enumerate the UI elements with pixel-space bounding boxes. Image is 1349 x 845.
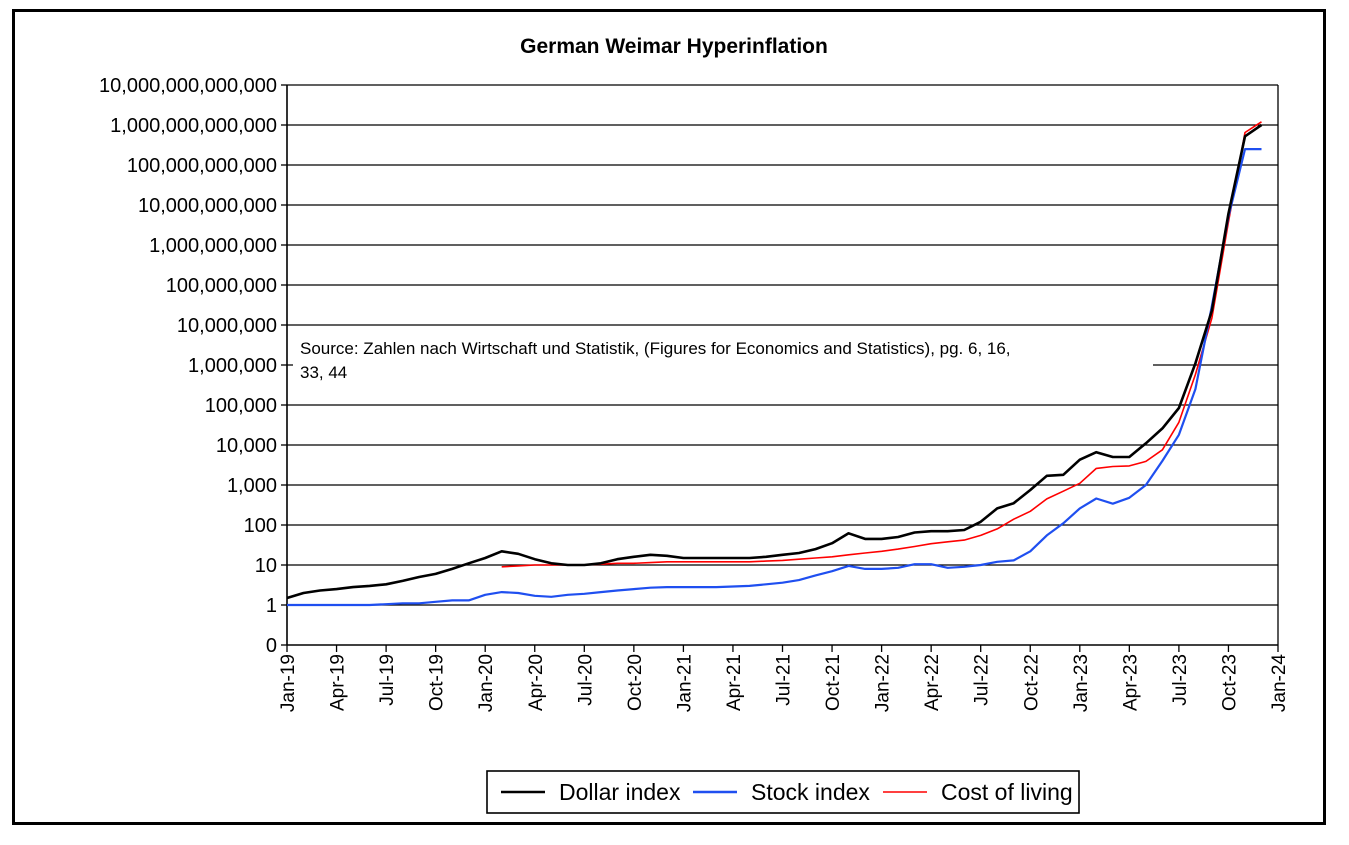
y-tick-label: 1,000,000,000 <box>149 235 277 257</box>
y-tick-label: 1,000 <box>227 475 277 497</box>
x-tick-label: Jul-23 <box>1170 654 1191 706</box>
y-tick-label: 100,000,000 <box>166 275 277 297</box>
legend-label-stock-index: Stock index <box>751 779 870 805</box>
x-tick-label: Oct-19 <box>427 654 448 711</box>
annotation-background <box>293 334 1153 388</box>
x-tick-label: Jan-24 <box>1269 654 1290 713</box>
legend-label-cost-of-living: Cost of living <box>941 779 1073 805</box>
chart-title: German Weimar Hyperinflation <box>520 35 828 58</box>
axes <box>281 84 1279 652</box>
x-tick-label: Oct-20 <box>625 654 646 711</box>
source-annotation: Source: Zahlen nach Wirtschaft und Stati… <box>293 334 1153 388</box>
x-tick-label: Oct-23 <box>1219 654 1240 711</box>
y-tick-label: 1,000,000,000,000 <box>110 115 277 137</box>
gridlines <box>287 84 1278 606</box>
y-tick-label: 10,000,000,000 <box>138 195 277 217</box>
x-tick-label: Oct-21 <box>823 654 844 711</box>
x-tick-label: Jul-19 <box>377 654 398 706</box>
y-tick-label: 100,000,000,000 <box>127 155 277 177</box>
series-line-cost-of-living <box>501 121 1262 568</box>
series-line-dollar-index <box>286 123 1263 600</box>
x-tick-label: Apr-19 <box>328 654 349 711</box>
y-tick-label: 10 <box>255 555 277 577</box>
y-tick-label: 10,000,000,000,000 <box>99 75 277 97</box>
y-tick-label: 100 <box>244 515 277 537</box>
series-lines <box>286 121 1263 607</box>
x-tick-label: Jan-22 <box>873 654 894 712</box>
chart-frame: German Weimar Hyperinflation 0 1 10 100 1,00… <box>12 9 1326 825</box>
x-tick-label: Jul-22 <box>972 654 993 706</box>
annotation-line-1: Source: Zahlen nach Wirtschaft und Stati… <box>300 339 1011 358</box>
x-tick-label: Jan-19 <box>278 654 299 712</box>
x-tick-label: Jan-20 <box>476 654 497 712</box>
x-tick-label: Jul-21 <box>774 654 795 706</box>
x-tick-label: Apr-22 <box>922 654 943 711</box>
chart-canvas: German Weimar Hyperinflation 0 1 10 100 1,00… <box>99 35 1290 814</box>
y-tick-label: 0 <box>266 635 277 657</box>
x-tick-label: Apr-23 <box>1120 654 1141 711</box>
series-line-stock-index <box>287 148 1262 607</box>
legend: Dollar index Stock index Cost of living <box>486 770 1080 814</box>
x-tick-labels: Jan-19 Apr-19 Jul-19 Oct-19 Jan-20 Apr-20 Jul-… <box>278 654 1290 713</box>
y-tick-label: 1 <box>266 595 277 617</box>
legend-label-dollar-index: Dollar index <box>559 779 681 805</box>
x-tick-label: Oct-22 <box>1021 654 1042 711</box>
x-tick-label: Jul-20 <box>575 654 596 706</box>
y-tick-label: 100,000 <box>205 395 277 417</box>
y-tick-labels: 0 1 10 100 1,000 10,000 100,000 1,000,000 10,000… <box>99 75 277 657</box>
x-tick-label: Jan-23 <box>1071 654 1092 712</box>
x-tick-label: Jan-21 <box>674 654 695 712</box>
annotation-line-2: 33, 44 <box>300 363 347 382</box>
y-tick-label: 10,000 <box>216 435 277 457</box>
y-tick-label: 1,000,000 <box>188 355 277 377</box>
y-tick-label: 10,000,000 <box>177 315 277 337</box>
x-tick-label: Apr-21 <box>724 654 745 711</box>
legend-box <box>486 770 1080 814</box>
x-tick-label: Apr-20 <box>526 654 547 711</box>
